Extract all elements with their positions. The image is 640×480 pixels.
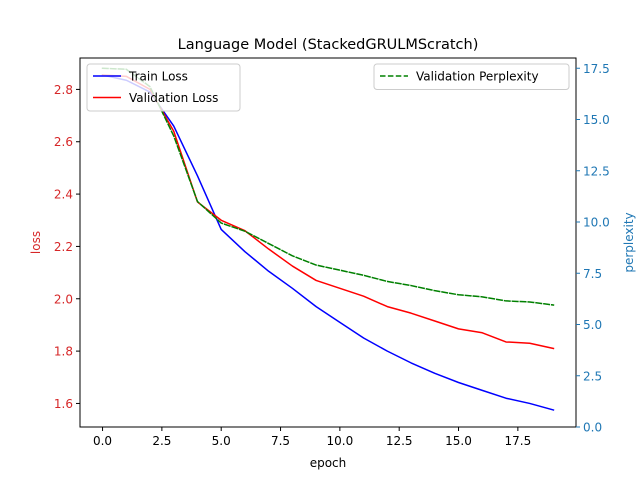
x-tick-label: 17.5: [504, 434, 531, 448]
x-tick-label: 0.0: [93, 434, 112, 448]
series-line-validation-perplexity: [101, 67, 555, 306]
left-axis-ticks: 1.6 1.8 2.0 2.2 2.4 2.6 2.8: [54, 83, 80, 411]
x-tick-label: 2.5: [152, 434, 171, 448]
legend-box: [373, 63, 570, 90]
x-tick-label: 12.5: [386, 434, 413, 448]
chart-title: Language Model (StackedGRULMScratch): [178, 37, 479, 53]
right-tick-label: 5.0: [583, 318, 602, 332]
right-tick-label: 10.0: [583, 216, 610, 230]
right-axis-ticks: 0.0 2.5 5.0 7.5 10.0 12.5 15.0 17.5: [576, 62, 610, 435]
left-tick-label: 2.6: [54, 135, 73, 149]
x-tick-label: 10.0: [327, 434, 354, 448]
plot-lines: [101, 67, 555, 411]
right-axis-label: perplexity: [622, 212, 636, 272]
left-tick-label: 2.8: [54, 83, 73, 97]
x-axis-label: epoch: [310, 456, 347, 470]
right-tick-label: 15.0: [583, 113, 610, 127]
legend-label: Train Loss: [128, 70, 188, 84]
series-line-train-loss: [101, 74, 555, 411]
legend-label: Validation Perplexity: [416, 70, 539, 84]
legend-box: [86, 63, 241, 112]
right-tick-label: 12.5: [583, 164, 610, 178]
x-tick-label: 15.0: [445, 434, 472, 448]
x-tick-label: 7.5: [271, 434, 290, 448]
x-tick-label: 5.0: [212, 434, 231, 448]
x-axis-ticks: 0.0 2.5 5.0 7.5 10.0 12.5 15.0 17.5: [93, 427, 531, 448]
legend-label: Validation Loss: [129, 91, 218, 105]
right-tick-label: 7.5: [583, 267, 602, 281]
left-tick-label: 1.6: [54, 397, 73, 411]
right-tick-label: 17.5: [583, 62, 610, 76]
right-tick-label: 0.0: [583, 421, 602, 435]
left-tick-label: 2.4: [54, 188, 73, 202]
plot-frame: [79, 57, 577, 428]
left-tick-label: 2.2: [54, 240, 73, 254]
right-tick-label: 2.5: [583, 369, 602, 383]
legends: Train Loss Validation Loss Validation Perp…: [86, 63, 570, 112]
series-line-validation-loss: [101, 74, 555, 350]
left-tick-label: 2.0: [54, 292, 73, 306]
left-tick-label: 1.8: [54, 345, 73, 359]
left-axis-label: loss: [29, 231, 43, 254]
